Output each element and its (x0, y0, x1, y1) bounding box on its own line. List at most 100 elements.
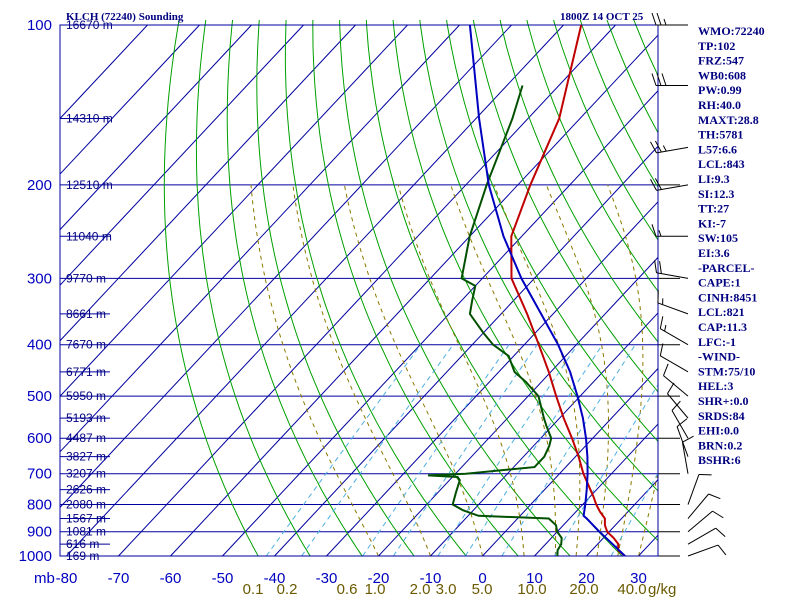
mixing-ratio-line (554, 383, 658, 556)
index-label: SI:12.3 (698, 187, 734, 201)
index-label: CINH:8451 (698, 290, 757, 304)
index-label: TH:5781 (698, 128, 743, 142)
wind-barb-staff (663, 375, 689, 397)
index-label: EHI:0.0 (698, 424, 739, 438)
index-label: TT:27 (698, 202, 729, 216)
pressure-tick-label: 700 (27, 466, 52, 483)
mixing-ratio-label: 40.0 (617, 581, 646, 598)
moist-adiabat-line (450, 184, 557, 556)
height-label: 6771 m (66, 365, 106, 379)
wind-barb-staff (687, 474, 700, 505)
height-label: 9770 m (66, 271, 106, 285)
wind-barb-half-flag (663, 18, 667, 26)
index-label: FRZ:547 (698, 54, 744, 68)
isotherm-line (326, 201, 659, 557)
height-label: 5950 m (66, 389, 106, 403)
wind-barb-staff (656, 146, 689, 154)
height-label: 169 m (66, 549, 99, 563)
wind-barb-flag (656, 73, 662, 86)
wind-barb-staff (687, 527, 716, 545)
wind-barb-flag (663, 363, 669, 376)
index-label: SW:105 (698, 231, 738, 245)
wind-barb-flag (708, 493, 721, 500)
temperature-tick-label: -40 (264, 570, 286, 587)
wind-barb-half-flag (664, 324, 667, 332)
index-label: WB0:608 (698, 68, 746, 82)
height-label: 3827 m (66, 450, 106, 464)
wind-barb-flag (661, 73, 667, 86)
dry-adiabat-line (226, 20, 363, 556)
pressure-tick-label: 100 (27, 17, 52, 34)
parcel-profile (468, 24, 626, 556)
height-label: 11040 m (66, 229, 112, 243)
wind-barb (650, 140, 689, 154)
dewpoint-profile (427, 85, 563, 556)
height-label: 5193 m (66, 411, 106, 425)
pressure-tick-label: 600 (27, 430, 52, 447)
dry-adiabat-line (312, 20, 519, 556)
wind-barb (654, 260, 689, 279)
index-label: -PARCEL- (698, 261, 754, 275)
wind-barb-flag (676, 418, 688, 427)
height-label: 7670 m (66, 338, 106, 352)
wind-barb (663, 363, 689, 397)
mixing-ratio-label: 10.0 (517, 581, 546, 598)
isotherm-line (170, 34, 659, 557)
temperature-tick-label: -20 (368, 570, 390, 587)
isotherm-line (586, 479, 659, 557)
mixing-ratio-line (501, 344, 636, 556)
wind-barb-flag (654, 260, 657, 273)
moist-adiabat-line (493, 184, 581, 556)
index-label: TP:102 (698, 39, 735, 53)
height-label: 3207 m (66, 467, 106, 481)
moist-adiabat-line (607, 184, 644, 556)
wind-barb-staff (657, 302, 689, 315)
height-label: 2626 m (66, 483, 106, 497)
wind-barb-flag (654, 140, 662, 153)
mixing-ratio-label: 0.6 (337, 581, 358, 598)
dry-adiabat-line (392, 20, 658, 542)
index-label: L57:6.6 (698, 142, 737, 156)
mixing-ratio-label: 0.2 (277, 581, 298, 598)
pressure-tick-label: 400 (27, 337, 52, 354)
pressure-tick-label: 900 (27, 524, 52, 541)
index-label: CAP:11.3 (698, 320, 747, 334)
wind-barb-flag (651, 224, 657, 237)
dry-adiabat-line (284, 20, 467, 556)
isotherm-line (118, 24, 616, 557)
index-label: SHR+:0.0 (698, 394, 749, 408)
wind-barb (651, 73, 688, 87)
height-label: 1567 m (66, 512, 106, 526)
wind-barb-flag (712, 510, 724, 519)
dry-adiabat-line (526, 20, 658, 293)
wind-barb-flag (717, 544, 727, 556)
temperature-tick-label: -30 (316, 570, 338, 587)
dry-adiabat-line (163, 20, 259, 556)
temperature-tick-label: 30 (630, 570, 647, 587)
height-label: 4487 m (66, 431, 106, 445)
index-label: LFC:-1 (698, 335, 736, 349)
dry-adiabat-line (256, 20, 415, 556)
series-layer (427, 24, 626, 556)
mixing-ratio-label: 2.0 (410, 581, 431, 598)
wind-barb-flag (659, 316, 664, 329)
wind-barb-staff (660, 328, 689, 346)
index-label: LCL:843 (698, 157, 745, 171)
wind-barb-flag (654, 178, 662, 190)
index-label: BRN:0.2 (698, 438, 742, 452)
height-label: 1081 m (66, 525, 106, 539)
mixing-ratio-line (301, 344, 454, 556)
temperature-tick-label: -10 (420, 570, 442, 587)
isotherm-line (534, 423, 659, 557)
height-label: 616 m (66, 537, 99, 551)
isotherm-line (482, 368, 659, 557)
mixing-ratio-line (265, 344, 422, 556)
mixing-ratio-label: 5.0 (472, 581, 493, 598)
dry-adiabat-line (446, 20, 658, 443)
isotherm-line (378, 257, 659, 557)
height-label: 2080 m (66, 498, 106, 512)
wind-barb (687, 493, 721, 519)
index-label: BSHR:6 (698, 453, 741, 467)
